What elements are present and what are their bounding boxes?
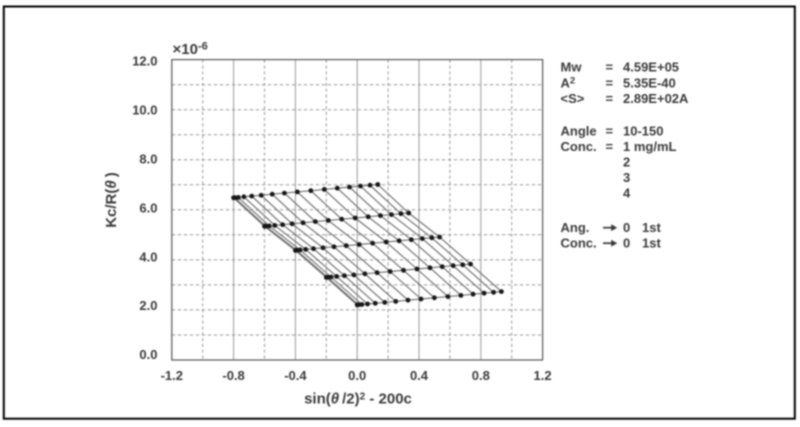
- svg-text:sin(θ /2)2 - 200c: sin(θ /2)2 - 200c: [304, 391, 412, 408]
- svg-text:2.0: 2.0: [139, 298, 157, 313]
- svg-text:=: =: [606, 124, 614, 139]
- svg-text:4.59E+05: 4.59E+05: [623, 60, 679, 75]
- svg-text:10.0: 10.0: [132, 103, 157, 118]
- svg-text:Kc/R(θ ): Kc/R(θ ): [103, 172, 120, 228]
- svg-text:8.0: 8.0: [139, 152, 157, 167]
- svg-text:1st: 1st: [642, 220, 661, 235]
- svg-text:0: 0: [623, 220, 630, 235]
- svg-text:0.8: 0.8: [472, 368, 490, 383]
- svg-text:4.0: 4.0: [139, 249, 157, 264]
- svg-text:-0.4: -0.4: [284, 368, 307, 383]
- svg-text:Angle: Angle: [561, 124, 597, 139]
- svg-text:A2: A2: [561, 75, 576, 90]
- svg-text:×10-6: ×10-6: [173, 41, 208, 59]
- svg-text:=: =: [606, 75, 614, 90]
- svg-text:Conc.: Conc.: [561, 236, 597, 251]
- svg-text:10-150: 10-150: [623, 124, 663, 139]
- svg-text:1 mg/mL: 1 mg/mL: [623, 139, 677, 154]
- svg-text:-1.2: -1.2: [161, 368, 183, 383]
- svg-text:0: 0: [623, 236, 630, 251]
- svg-text:2: 2: [623, 154, 630, 169]
- svg-text:Conc.: Conc.: [561, 139, 597, 154]
- svg-text:3: 3: [623, 170, 630, 185]
- svg-text:=: =: [606, 139, 614, 154]
- svg-text:-0.8: -0.8: [222, 368, 244, 383]
- svg-text:5.35E-40: 5.35E-40: [623, 75, 676, 90]
- svg-text:0.0: 0.0: [139, 347, 157, 362]
- svg-text:12.0: 12.0: [132, 54, 157, 69]
- svg-text:1.2: 1.2: [534, 368, 552, 383]
- svg-text:2.89E+02A: 2.89E+02A: [623, 91, 689, 106]
- svg-text:1st: 1st: [642, 236, 661, 251]
- svg-text:=: =: [606, 60, 614, 75]
- svg-text:0.4: 0.4: [410, 368, 429, 383]
- svg-text:4: 4: [623, 185, 631, 200]
- svg-text:6.0: 6.0: [139, 200, 157, 215]
- svg-text:0.0: 0.0: [348, 368, 366, 383]
- svg-text:=: =: [606, 91, 614, 106]
- svg-text:Mw: Mw: [561, 60, 583, 75]
- svg-text:Ang.: Ang.: [561, 220, 590, 235]
- svg-text:<S>: <S>: [561, 91, 585, 106]
